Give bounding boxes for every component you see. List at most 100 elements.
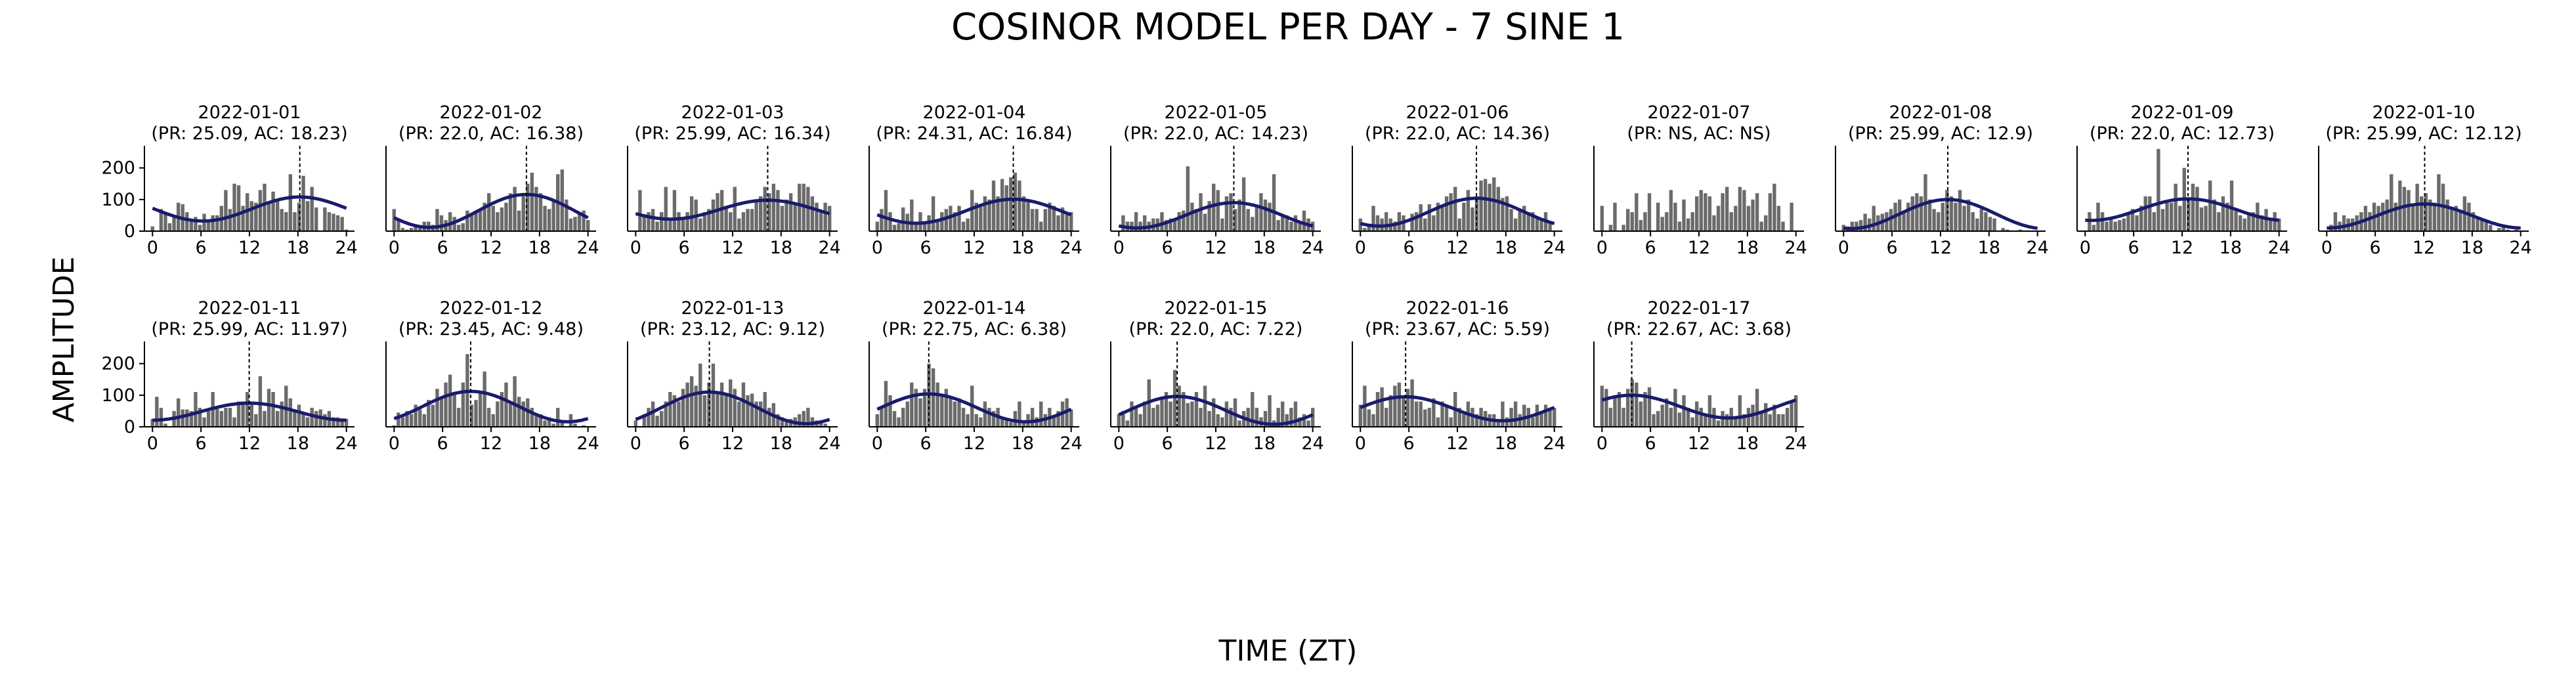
x-tick-label: 6 (1887, 238, 1898, 258)
bar (232, 417, 236, 427)
bar (271, 392, 275, 427)
bar (1915, 193, 1919, 231)
bar (2428, 199, 2432, 231)
x-tick-label: 24 (1785, 238, 1807, 258)
bar (1229, 408, 1233, 427)
bar (2165, 202, 2169, 231)
bar (901, 207, 905, 231)
bar (228, 209, 232, 231)
bar (763, 392, 767, 427)
bar (301, 412, 305, 427)
bar (1164, 392, 1169, 427)
bar (1971, 212, 1975, 231)
bar (275, 410, 280, 427)
bar (1617, 392, 1621, 427)
x-tick-label: 12 (1688, 433, 1710, 454)
x-tick-label: 6 (2370, 238, 2381, 258)
bar (150, 418, 154, 427)
bar (2100, 212, 2105, 231)
bar (944, 389, 949, 427)
bar (2191, 183, 2195, 231)
bar (1393, 385, 1397, 427)
bar (392, 209, 396, 231)
bar (2152, 212, 2157, 231)
bar (806, 186, 810, 231)
bar (1927, 199, 1932, 231)
bar (224, 408, 228, 427)
bar (538, 193, 543, 231)
bar (1772, 404, 1776, 427)
bar (1440, 206, 1444, 231)
bar (1979, 209, 1984, 231)
bar (1483, 179, 1488, 231)
bar (1954, 202, 1958, 231)
bar (1138, 414, 1142, 427)
bar (517, 210, 521, 231)
bar (275, 199, 280, 231)
bar (711, 363, 716, 427)
bar (2411, 206, 2415, 231)
bar (163, 212, 167, 231)
panel-stats: (PR: 22.75, AC: 6.38) (882, 319, 1067, 339)
bar (689, 196, 694, 231)
panel: 2022-01-04(PR: 24.31, AC: 16.84) 0 6 12 18 24 (869, 102, 1083, 258)
bar (1742, 414, 1746, 427)
bar (987, 408, 991, 427)
bar (1246, 209, 1250, 231)
bar (2126, 212, 2130, 231)
bar (2415, 183, 2419, 231)
x-tick-label: 24 (1060, 238, 1083, 258)
panel: 2022-01-06(PR: 22.0, AC: 14.36) 0 6 12 18 24 (1352, 102, 1566, 258)
bar (556, 408, 560, 427)
bar (2476, 218, 2479, 231)
bar (469, 404, 474, 427)
bar (979, 206, 983, 231)
bar (1311, 221, 1315, 231)
x-tick-label: 0 (2321, 238, 2332, 258)
x-tick-label: 6 (1645, 238, 1656, 258)
bar (784, 420, 788, 427)
bar (983, 401, 987, 427)
bar (2225, 202, 2229, 231)
bar (2376, 206, 2380, 231)
bar (1704, 193, 1707, 231)
bar (1501, 198, 1505, 231)
bar (1635, 193, 1639, 231)
x-tick-label: 24 (1302, 433, 1324, 454)
bar (1402, 397, 1406, 427)
bar (258, 376, 263, 427)
bar (1725, 414, 1729, 427)
x-tick-label: 18 (528, 433, 551, 454)
bar (892, 225, 897, 231)
x-tick-label: 0 (2080, 238, 2091, 258)
x-tick-label: 18 (1736, 433, 1759, 454)
bar (1656, 410, 1660, 427)
bar (1690, 212, 1694, 231)
bar (219, 410, 224, 427)
bar (2139, 206, 2143, 231)
bar (2333, 212, 2338, 231)
bar (1716, 420, 1721, 427)
x-tick-label: 0 (389, 238, 400, 258)
bar (880, 209, 884, 231)
bar (647, 408, 651, 427)
bar (2273, 212, 2277, 231)
bar (823, 202, 827, 231)
bar (1190, 202, 1194, 231)
bar (500, 392, 504, 427)
bar (1388, 395, 1392, 427)
bar (577, 212, 582, 231)
bar (905, 401, 909, 427)
y-tick-label: 200 (101, 158, 135, 179)
bar (1289, 221, 1293, 231)
bar (301, 175, 305, 231)
panel: 2022-01-17(PR: 22.67, AC: 3.68) 0 6 12 18 24 (1593, 298, 1807, 454)
bar (150, 226, 154, 231)
bar (513, 376, 517, 427)
x-tick-label: 18 (1978, 238, 2000, 258)
bar (953, 401, 957, 427)
x-tick-label: 6 (2128, 238, 2139, 258)
bar (1669, 190, 1673, 231)
bar (991, 180, 996, 231)
bar (716, 392, 719, 427)
